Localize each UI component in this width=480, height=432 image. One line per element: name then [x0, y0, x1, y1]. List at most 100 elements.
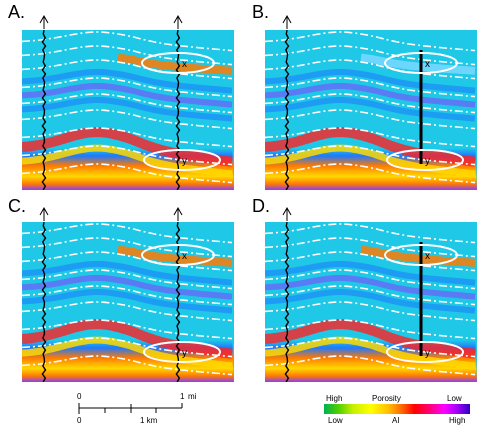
marker-x-label: x [425, 59, 430, 70]
well-log-trace [175, 30, 181, 190]
legend-ai-title: AI [392, 416, 400, 425]
horizon-line [22, 109, 233, 130]
horizon-line [22, 59, 233, 80]
horizon-line [22, 319, 233, 340]
horizon-line [265, 59, 476, 80]
horizon-line [265, 163, 476, 184]
horizon-line [265, 337, 476, 358]
horizon-line [265, 45, 476, 66]
horizon-line [265, 319, 476, 340]
seismic-image: xy [265, 30, 477, 190]
horizon-line [265, 251, 476, 272]
seismic-image: xy [265, 222, 477, 382]
marker-x-label: x [425, 251, 430, 262]
well-head-icon [39, 207, 49, 221]
intermediate-layer-band [265, 83, 476, 108]
horizon-line [22, 301, 233, 322]
horizon-line [22, 355, 233, 376]
intermediate-layer-band [265, 289, 476, 314]
target-ellipse-y [386, 341, 464, 363]
horizon-line [22, 93, 233, 114]
horizon-line [22, 337, 233, 358]
horizon-line [22, 163, 233, 184]
legend-color-bar [324, 404, 470, 414]
horizon-line [265, 237, 476, 258]
scale-km-start: 0 [77, 416, 82, 425]
horizon-line [265, 93, 476, 114]
target-ellipse-y [143, 149, 221, 171]
intermediate-layer-band [22, 69, 233, 94]
upper-anomaly-band [360, 245, 476, 267]
marker-y-label: y [182, 348, 187, 359]
well-log-trace [41, 30, 47, 190]
intermediate-layer-band [265, 69, 476, 94]
horizon-line [22, 77, 233, 98]
horizon-line [265, 223, 476, 244]
target-ellipse-x [141, 52, 215, 74]
scale-mi-end: 1 [180, 392, 185, 401]
horizon-line [265, 109, 476, 130]
intermediate-layer-band [22, 83, 233, 108]
seismic-image: xy [22, 222, 234, 382]
legend-ai-high: High [449, 416, 466, 425]
horizon-line [22, 45, 233, 66]
scale-km-mid: 1 km [140, 416, 158, 425]
target-ellipse-x [141, 244, 215, 266]
horizon-line [265, 285, 476, 306]
lower-red-band [22, 319, 233, 359]
horizon-line [265, 31, 476, 52]
intermediate-layer-band [22, 261, 233, 286]
well-head-icon [173, 15, 183, 29]
marker-y-label: y [182, 156, 187, 167]
horizon-line [265, 301, 476, 322]
horizon-line [265, 355, 476, 376]
marker-y-label: y [425, 348, 430, 359]
intermediate-layer-band [22, 289, 233, 314]
target-ellipse-x [384, 244, 458, 266]
well-log-trace [284, 222, 290, 382]
target-ellipse-y [386, 149, 464, 171]
well-log-trace [41, 222, 47, 382]
horizon-line [265, 145, 476, 166]
intermediate-layer-band [22, 275, 233, 300]
horizon-line [265, 269, 476, 290]
intermediate-layer-band [22, 97, 233, 122]
marker-x-label: x [182, 251, 187, 262]
marker-y-label: y [425, 156, 430, 167]
horizon-line [22, 269, 233, 290]
intermediate-layer-band [265, 97, 476, 122]
well-log-trace [175, 222, 181, 382]
panel-label-a: A. [8, 2, 26, 22]
legend-porosity-low: Low [447, 394, 462, 403]
well-log-trace [284, 30, 290, 190]
horizon-line [22, 127, 233, 148]
upper-anomaly-band [117, 53, 233, 75]
horizon-line [22, 223, 233, 244]
panel-label-d: D. [252, 196, 270, 216]
horizon-line [265, 77, 476, 98]
lower-red-band [22, 127, 233, 167]
lower-red-band [265, 127, 476, 167]
well-head-icon [173, 207, 183, 221]
well-head-icon [39, 15, 49, 29]
legend-ai-low: Low [328, 416, 343, 425]
horizon-line [22, 31, 233, 52]
upper-anomaly-band [360, 53, 476, 75]
horizon-line [22, 251, 233, 272]
well-head-icon [282, 207, 292, 221]
horizon-line [22, 145, 233, 166]
panel-label-b: B. [252, 2, 270, 22]
lower-red-band [265, 319, 476, 359]
legend-porosity-high: High [326, 394, 343, 403]
scale-bar [78, 403, 183, 414]
well-head-icon [282, 15, 292, 29]
scale-mi-unit: mi [188, 392, 197, 401]
intermediate-layer-band [265, 275, 476, 300]
horizon-line [265, 127, 476, 148]
scale-mi-start: 0 [77, 392, 82, 401]
horizon-line [22, 285, 233, 306]
